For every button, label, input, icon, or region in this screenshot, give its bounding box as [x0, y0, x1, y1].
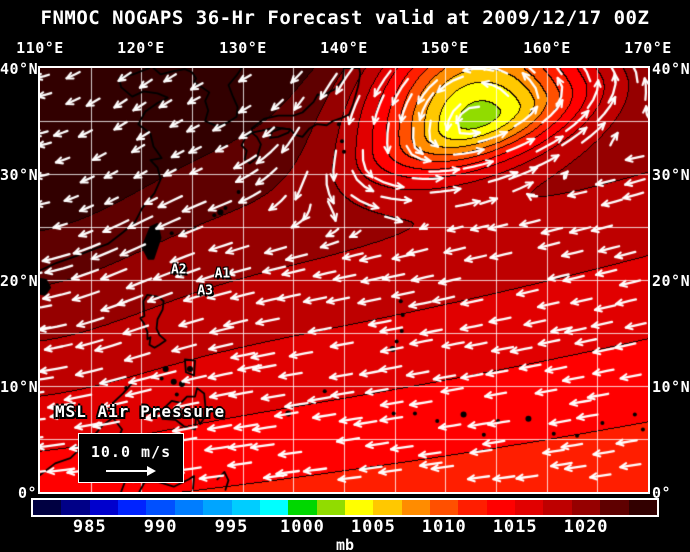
colorbar-cell: [288, 500, 317, 515]
colorbar-cell: [344, 500, 374, 515]
colorbar-cell: [515, 500, 544, 515]
lon-label-130e: 130°E: [219, 39, 267, 57]
lon-label-120e: 120°E: [117, 39, 165, 57]
colorbar-tick: 985: [72, 517, 107, 537]
colorbar-tick-labels: 985 990 995 1000 1005 1010 1015 1020: [33, 517, 657, 537]
colorbar-cell: [401, 500, 431, 515]
storm-label-a3: A3: [197, 283, 213, 299]
lon-label-150e: 150°E: [421, 39, 469, 57]
colorbar-cell: [89, 500, 119, 515]
colorbar-cell: [628, 500, 657, 515]
lon-label-110e: 110°E: [16, 39, 64, 57]
lat-label-right-10n: 10°N: [652, 378, 690, 396]
lat-label-left-10n: 10°N: [0, 378, 39, 396]
colorbar-tick: 990: [143, 517, 178, 537]
lat-label-left-0: 0°: [17, 484, 37, 502]
field-name-label: MSL Air Pressure: [55, 402, 226, 421]
colorbar-unit: mb: [335, 536, 355, 552]
colorbar-cell: [373, 500, 402, 515]
colorbar-tick: 1000: [279, 517, 325, 537]
lat-label-right-0: 0°: [652, 484, 672, 502]
lat-label-right-20n: 20°N: [652, 272, 690, 290]
lat-label-left-30n: 30°N: [0, 166, 39, 184]
wind-reference-arrow-icon: [106, 466, 156, 476]
wind-speed-value: 10.0 m/s: [90, 443, 172, 461]
lat-label-right-30n: 30°N: [652, 166, 690, 184]
colorbar-tick: 1010: [421, 517, 467, 537]
colorbar-tick: 995: [214, 517, 249, 537]
colorbar-cell: [231, 500, 260, 515]
colorbar-tick: 1005: [350, 517, 396, 537]
colorbar-cell: [571, 500, 601, 515]
colorbar-cell: [61, 500, 90, 515]
lat-label-left-40n: 40°N: [0, 60, 39, 78]
lon-label-170e: 170°E: [624, 39, 672, 57]
colorbar-cell: [430, 500, 459, 515]
pressure-wind-canvas: [40, 68, 648, 492]
colorbar-cell: [458, 500, 487, 515]
colorbar-cell: [543, 500, 572, 515]
colorbar-cell: [316, 500, 345, 515]
colorbar-cell: [33, 500, 62, 515]
storm-label-a1: A1: [214, 266, 231, 282]
pressure-map: A1 A2 A3 MSL Air Pressure 10.0 m/s: [38, 66, 650, 494]
colorbar-cell: [118, 500, 147, 515]
colorbar-tick: 1020: [563, 517, 609, 537]
page-title: FNMOC NOGAPS 36-Hr Forecast valid at 200…: [40, 7, 650, 29]
pressure-colorbar: [31, 498, 659, 517]
lat-label-left-20n: 20°N: [0, 272, 39, 290]
colorbar-cell: [203, 500, 232, 515]
colorbar-cell: [486, 500, 516, 515]
lat-label-right-40n: 40°N: [652, 60, 690, 78]
lon-label-160e: 160°E: [523, 39, 571, 57]
colorbar-cell: [600, 500, 629, 515]
lon-label-140e: 140°E: [320, 39, 368, 57]
colorbar-cell: [174, 500, 204, 515]
colorbar-tick: 1015: [492, 517, 538, 537]
storm-label-a2: A2: [170, 262, 187, 278]
wind-speed-legend: 10.0 m/s: [78, 433, 184, 483]
colorbar-cell: [146, 500, 175, 515]
colorbar-cell: [259, 500, 289, 515]
